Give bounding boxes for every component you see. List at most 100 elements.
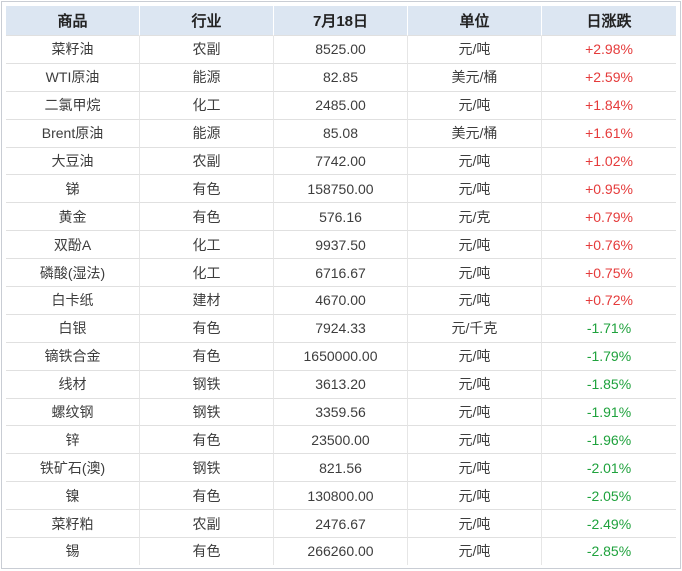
commodity-price-table: 商品 行业 7月18日 单位 日涨跌 菜籽油 农副 8525.00 元/吨 +2.98% WTI原… (6, 6, 676, 565)
industry-cell: 有色 (140, 538, 274, 565)
price-cell: 8525.00 (274, 36, 408, 64)
commodity-cell: 锑 (6, 175, 140, 204)
price-cell: 3359.56 (274, 398, 408, 427)
commodity-cell: 大豆油 (6, 147, 140, 176)
commodity-cell: 锌 (6, 426, 140, 455)
table-row: 锑有色 158750.00 元/吨 +0.95% (6, 175, 676, 204)
table-row: 白银 有色 7924.33 元/千克 -1.71% (6, 314, 676, 343)
table-row: 线材 钢铁 3613.20 元/吨 -1.85% (6, 370, 676, 399)
commodity-cell: 镍 (6, 482, 140, 511)
industry-cell: 农副 (140, 510, 274, 539)
table-row: 二氯甲烷 化工 2485.00 元/吨 +1.84% (6, 91, 676, 120)
price-cell: 130800.00 (274, 482, 408, 511)
table-row: 锡有色 266260.00 元/吨 -2.85% (6, 538, 676, 565)
change-cell: +1.02% (542, 148, 676, 176)
price-cell: 1650000.00 (274, 342, 408, 371)
industry-cell: 能源 (140, 119, 274, 148)
commodity-cell: 白银 (6, 314, 140, 343)
change-cell: +0.95% (542, 175, 676, 204)
table-row: 铁矿石(澳) 钢铁 821.56 元/吨 -2.01% (6, 454, 676, 483)
change-cell: -1.79% (542, 343, 676, 371)
column-header-commodity: 商品 (6, 6, 140, 36)
table-row: 螺纹钢 钢铁 3359.56 元/吨 -1.91% (6, 398, 676, 427)
commodity-cell: 线材 (6, 370, 140, 399)
industry-cell: 农副 (140, 36, 274, 64)
change-cell: +0.75% (542, 259, 676, 288)
unit-cell: 元/吨 (408, 231, 542, 260)
unit-cell: 元/吨 (408, 370, 542, 399)
column-header-price: 7月18日 (274, 6, 408, 36)
unit-cell: 元/吨 (408, 454, 542, 483)
table-row: 菜籽粕 农副 2476.67 元/吨 -2.49% (6, 510, 676, 539)
table-row: Brent原油 能源 85.08 美元/桶 +1.61% (6, 119, 676, 148)
unit-cell: 元/吨 (408, 538, 542, 565)
table-row: 白卡纸 建材 4670.00 元/吨 +0.72% (6, 287, 676, 315)
price-cell: 6716.67 (274, 259, 408, 288)
unit-cell: 元/吨 (408, 398, 542, 427)
unit-cell: 美元/桶 (408, 63, 542, 92)
change-cell: -1.71% (542, 315, 676, 343)
change-cell: -1.96% (542, 426, 676, 455)
change-cell: +1.61% (542, 120, 676, 148)
table-body: 菜籽油 农副 8525.00 元/吨 +2.98% WTI原油 能源 82.85 美元/桶 +2.… (6, 36, 676, 565)
price-cell: 2485.00 (274, 91, 408, 120)
industry-cell: 农副 (140, 147, 274, 176)
commodity-cell: 磷酸(湿法) (6, 259, 140, 288)
commodity-cell: 菜籽油 (6, 36, 140, 64)
change-cell: +0.79% (542, 203, 676, 232)
unit-cell: 元/吨 (408, 510, 542, 539)
table-row: 锌有色 23500.00 元/吨 -1.96% (6, 426, 676, 455)
table-header-row: 商品 行业 7月18日 单位 日涨跌 (6, 6, 676, 36)
unit-cell: 元/克 (408, 203, 542, 232)
industry-cell: 有色 (140, 482, 274, 511)
change-cell: -2.01% (542, 454, 676, 483)
unit-cell: 元/吨 (408, 91, 542, 120)
price-cell: 82.85 (274, 63, 408, 92)
industry-cell: 有色 (140, 342, 274, 371)
price-cell: 2476.67 (274, 510, 408, 539)
column-header-unit: 单位 (408, 6, 542, 36)
change-cell: +2.98% (542, 36, 676, 64)
commodity-cell: WTI原油 (6, 63, 140, 92)
industry-cell: 钢铁 (140, 454, 274, 483)
unit-cell: 元/吨 (408, 147, 542, 176)
table-row: 镝铁合金 有色 1650000.00 元/吨 -1.79% (6, 342, 676, 371)
price-cell: 3613.20 (274, 370, 408, 399)
price-cell: 576.16 (274, 203, 408, 232)
change-cell: -1.85% (542, 371, 676, 399)
price-cell: 4670.00 (274, 287, 408, 315)
table-row: 菜籽油 农副 8525.00 元/吨 +2.98% (6, 36, 676, 64)
industry-cell: 化工 (140, 91, 274, 120)
commodity-cell: 二氯甲烷 (6, 91, 140, 120)
price-cell: 7924.33 (274, 314, 408, 343)
industry-cell: 建材 (140, 287, 274, 315)
change-cell: -2.05% (542, 482, 676, 511)
change-cell: -2.85% (586, 543, 632, 560)
price-cell: 23500.00 (274, 426, 408, 455)
industry-cell: 化工 (140, 231, 274, 260)
price-cell: 266260.00 (274, 538, 408, 565)
commodity-cell: 锡 (6, 538, 140, 565)
industry-cell: 有色 (140, 203, 274, 232)
industry-cell: 能源 (140, 63, 274, 92)
table-row: 镍有色 130800.00 元/吨 -2.05% (6, 482, 676, 511)
change-cell: +2.59% (542, 64, 676, 92)
unit-cell: 元/吨 (408, 426, 542, 455)
change-cell: +0.76% (542, 231, 676, 260)
change-cell: +0.72% (542, 287, 676, 315)
change-cell: -2.49% (542, 510, 676, 539)
price-cell: 158750.00 (274, 175, 408, 204)
commodity-cell: Brent原油 (6, 119, 140, 148)
commodity-cell: 白卡纸 (6, 287, 140, 315)
commodity-cell: 镝铁合金 (6, 342, 140, 371)
change-cell: -1.91% (542, 399, 676, 427)
unit-cell: 元/千克 (408, 314, 542, 343)
unit-cell: 元/吨 (408, 259, 542, 288)
table-header: 商品 行业 7月18日 单位 日涨跌 (6, 6, 676, 36)
industry-cell: 有色 (140, 426, 274, 455)
unit-cell: 元/吨 (408, 36, 542, 64)
table-row: 黄金 有色 576.16 元/克 +0.79% (6, 203, 676, 232)
unit-cell: 元/吨 (408, 175, 542, 204)
commodity-cell: 螺纹钢 (6, 398, 140, 427)
